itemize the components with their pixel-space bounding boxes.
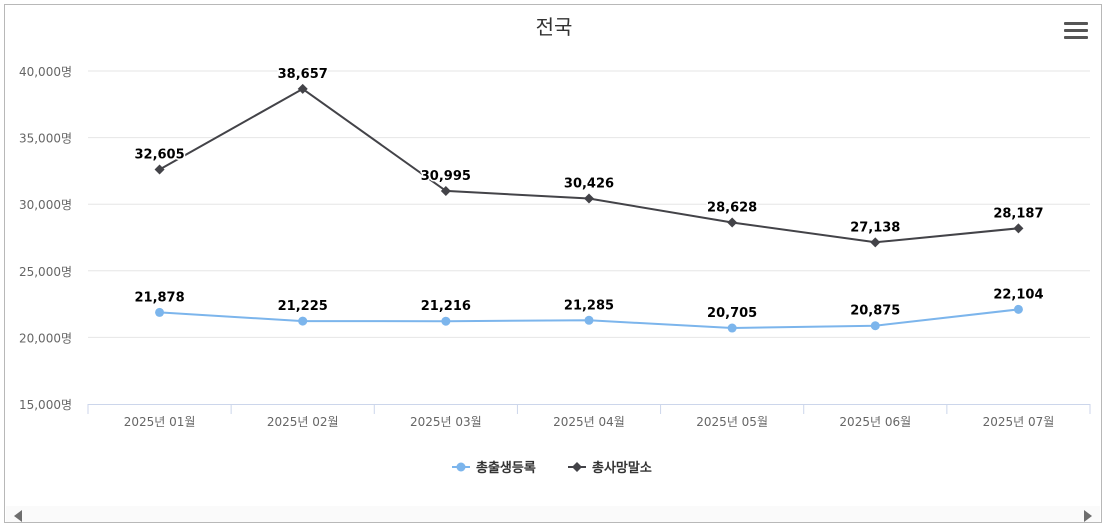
series-line — [159, 87, 1019, 244]
legend-item[interactable]: 총출생등록 — [452, 460, 536, 476]
series-group — [154, 83, 1024, 333]
legend-label: 총사망말소 — [592, 460, 652, 476]
data-point[interactable] — [727, 323, 737, 333]
data-point[interactable] — [727, 217, 738, 228]
x-tick-label: 2025년 02월 — [267, 415, 339, 429]
data-point[interactable] — [155, 307, 165, 317]
data-label: 21,285 — [564, 298, 614, 313]
y-grid — [88, 70, 1090, 338]
y-tick-label: 20,000명 — [19, 331, 72, 345]
data-label: 21,216 — [421, 299, 471, 314]
data-point[interactable] — [297, 83, 308, 94]
legend-label: 총출생등록 — [476, 460, 536, 476]
data-point[interactable] — [1013, 223, 1024, 234]
x-tick-label: 2025년 06월 — [839, 415, 911, 429]
y-tick-label: 40,000명 — [19, 65, 72, 79]
y-axis: 15,000명 20,000명 25,000명 30,000명 35,000명 40,00… — [19, 65, 72, 412]
data-label: 27,138 — [850, 220, 900, 235]
legend-marker — [572, 462, 582, 472]
data-point[interactable] — [298, 316, 308, 326]
arrow-left-icon[interactable] — [14, 510, 22, 522]
data-label: 20,705 — [707, 306, 757, 321]
horizontal-scrollbar[interactable] — [6, 506, 1100, 522]
legend: 총출생등록 총사망말소 — [452, 460, 652, 476]
x-tick-label: 2025년 05월 — [696, 415, 768, 429]
x-axis: 2025년 01월 2025년 02월 2025년 03월 2025년 04월 2025… — [87, 404, 1091, 429]
legend-item[interactable]: 총사망말소 — [568, 460, 652, 476]
hamburger-menu-icon[interactable] — [1064, 22, 1088, 42]
data-label: 28,187 — [993, 206, 1043, 221]
x-tick-label: 2025년 03월 — [410, 415, 482, 429]
data-point[interactable] — [584, 315, 594, 325]
data-label: 21,878 — [134, 290, 184, 305]
y-tick-label: 35,000명 — [19, 132, 72, 146]
y-tick-label: 30,000명 — [19, 198, 72, 212]
data-label: 30,426 — [564, 177, 614, 192]
data-point[interactable] — [154, 164, 165, 175]
data-label: 20,875 — [850, 304, 900, 319]
data-point[interactable] — [584, 193, 594, 204]
y-tick-label: 15,000명 — [19, 398, 72, 412]
data-label: 21,225 — [278, 299, 328, 314]
chart-container — [4, 4, 1102, 523]
data-point[interactable] — [870, 321, 880, 331]
chart-title: 전국 — [536, 15, 573, 39]
data-label: 22,104 — [993, 287, 1043, 302]
x-tick-label: 2025년 07월 — [983, 415, 1055, 429]
data-point[interactable] — [441, 316, 451, 326]
legend-marker — [456, 462, 466, 472]
data-label: 30,995 — [421, 169, 471, 184]
data-point[interactable] — [1013, 304, 1023, 314]
data-point[interactable] — [870, 237, 881, 248]
data-label: 28,628 — [707, 200, 757, 215]
data-label: 38,657 — [278, 67, 328, 82]
x-tick-label: 2025년 01월 — [124, 415, 196, 429]
x-tick-label: 2025년 04월 — [553, 415, 625, 429]
arrow-right-icon[interactable] — [1084, 510, 1092, 522]
y-tick-label: 25,000명 — [19, 265, 72, 279]
data-labels: 21,878 21,225 21,216 21,285 20,705 20,875 22,1… — [133, 65, 1045, 322]
data-label: 32,605 — [134, 148, 184, 163]
data-point[interactable] — [440, 185, 451, 196]
